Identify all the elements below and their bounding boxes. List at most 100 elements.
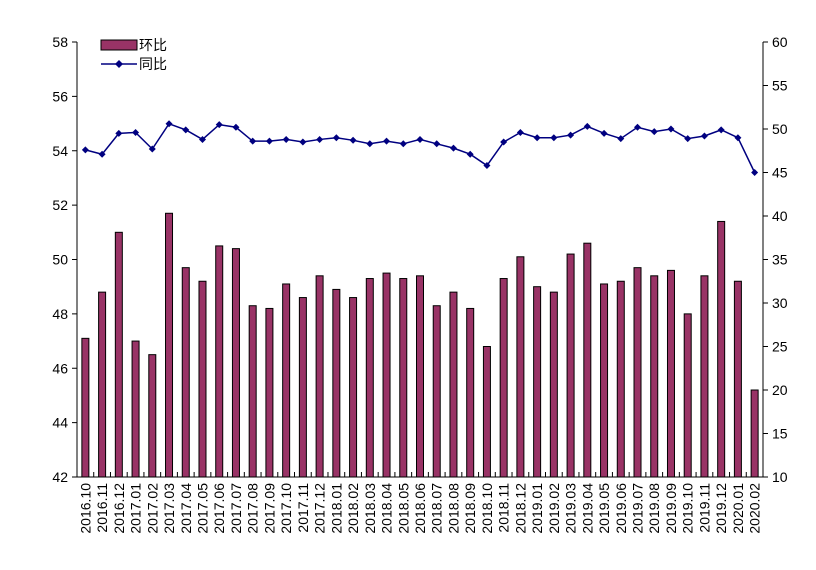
x-tick-label: 2018.08 — [445, 483, 461, 534]
point-2018.10 — [483, 162, 491, 170]
point-2018.05 — [399, 140, 407, 148]
bar-2017.05 — [198, 280, 207, 478]
bar-series — [81, 212, 759, 478]
bar-2020.01 — [733, 280, 742, 478]
x-tick-label: 2017.12 — [312, 483, 328, 534]
line-series — [81, 120, 759, 176]
x-tick-label: 2017.10 — [278, 483, 294, 534]
point-2018.06 — [416, 135, 424, 143]
bar-2017.07 — [231, 248, 240, 478]
point-2018.09 — [466, 150, 474, 158]
legend-label-bar: 环比 — [139, 38, 167, 54]
bar-2018.05 — [399, 278, 408, 478]
x-tick-label: 2017.09 — [261, 483, 277, 534]
bar-2017.08 — [248, 305, 257, 478]
point-2017.01 — [132, 128, 140, 136]
y-right-tick-label: 20 — [772, 382, 788, 398]
x-tick-label: 2017.01 — [128, 483, 144, 534]
y-right-tick-label: 25 — [772, 339, 788, 355]
bar-2018.04 — [382, 272, 391, 478]
point-2018.07 — [433, 140, 441, 148]
point-2020.02 — [751, 169, 759, 176]
point-2019.05 — [600, 129, 608, 137]
point-2018.03 — [366, 140, 374, 148]
x-tick-label: 2019.06 — [613, 483, 629, 534]
bar-2018.07 — [432, 305, 441, 478]
legend-marker-line — [115, 60, 123, 68]
x-tick-label: 2016.10 — [77, 483, 93, 534]
bar-2019.10 — [683, 313, 692, 478]
x-tick-label: 2017.02 — [144, 483, 160, 534]
point-2019.08 — [650, 128, 658, 136]
y-right-tick-label: 55 — [772, 78, 788, 94]
point-2017.11 — [299, 138, 307, 146]
x-tick-label: 2019.03 — [563, 483, 579, 534]
x-tick-label: 2019.08 — [646, 483, 662, 534]
bar-2018.02 — [349, 297, 358, 478]
point-2019.07 — [634, 123, 642, 131]
bar-2017.02 — [148, 354, 157, 478]
x-tick-label: 2017.03 — [161, 483, 177, 534]
x-tick-label: 2020.02 — [747, 483, 763, 534]
point-2017.10 — [282, 135, 290, 143]
x-tick-label: 2019.12 — [713, 483, 729, 534]
x-tick-label: 2018.11 — [496, 483, 512, 533]
bar-2017.11 — [298, 297, 307, 478]
y-right-tick-label: 50 — [772, 121, 788, 137]
bar-2017.10 — [282, 283, 291, 478]
point-2017.03 — [165, 120, 173, 128]
bar-2019.05 — [600, 283, 609, 478]
y-left-tick-label: 48 — [52, 306, 68, 322]
y-right-tick-label: 10 — [772, 469, 788, 485]
bar-2018.12 — [516, 256, 525, 478]
bar-2019.08 — [650, 275, 659, 478]
point-2018.08 — [449, 144, 457, 152]
bar-2018.09 — [466, 307, 475, 478]
bar-2019.01 — [533, 286, 542, 478]
bar-2018.06 — [416, 275, 424, 478]
bar-2016.12 — [114, 231, 123, 478]
bar-2018.10 — [482, 346, 491, 478]
point-2016.11 — [98, 150, 106, 158]
point-2020.01 — [734, 134, 742, 142]
x-tick-label: 2019.10 — [680, 483, 696, 534]
y-right-tick-label: 35 — [772, 252, 788, 268]
point-2018.12 — [516, 128, 524, 136]
point-2019.01 — [533, 134, 541, 142]
x-tick-label: 2018.10 — [479, 483, 495, 534]
x-tick-label: 2018.03 — [362, 483, 378, 534]
bar-2017.09 — [265, 307, 274, 478]
point-2017.05 — [198, 135, 206, 143]
x-tick-label: 2019.09 — [663, 483, 679, 534]
y-left-tick-label: 56 — [52, 88, 68, 104]
point-2019.10 — [684, 135, 692, 143]
point-2017.07 — [232, 123, 240, 131]
x-tick-label: 2017.07 — [228, 483, 244, 534]
y-left-tick-label: 44 — [52, 415, 68, 431]
point-2017.09 — [265, 137, 273, 145]
point-2018.11 — [500, 138, 508, 146]
y-left-tick-label: 54 — [52, 143, 68, 159]
x-tick-label: 2018.02 — [345, 483, 361, 534]
point-2017.12 — [316, 135, 324, 143]
x-tick-label: 2018.12 — [512, 483, 528, 534]
x-tick-label: 2018.05 — [395, 483, 411, 534]
y-right-tick-label: 30 — [772, 295, 788, 311]
x-tick-label: 2018.01 — [328, 483, 344, 534]
y-right-tick-label: 40 — [772, 208, 788, 224]
point-2019.04 — [583, 122, 591, 130]
x-tick-label: 2020.01 — [730, 483, 746, 534]
y-left-tick-label: 46 — [52, 360, 68, 376]
bar-2017.12 — [315, 275, 324, 478]
x-tick-label: 2016.12 — [111, 483, 127, 534]
point-2018.01 — [332, 134, 340, 142]
x-tick-label: 2019.02 — [546, 483, 562, 534]
x-tick-label: 2017.11 — [295, 483, 311, 533]
legend: 环比 同比 — [100, 38, 167, 73]
y-left-tick-label: 52 — [52, 197, 68, 213]
y-right-tick-label: 60 — [772, 34, 788, 50]
bar-2019.11 — [700, 275, 709, 478]
bar-2019.04 — [583, 242, 592, 478]
axes: 42 44 46 48 50 52 54 56 58 10 15 20 25 30 35 40 45 50 55 60… — [52, 34, 787, 534]
